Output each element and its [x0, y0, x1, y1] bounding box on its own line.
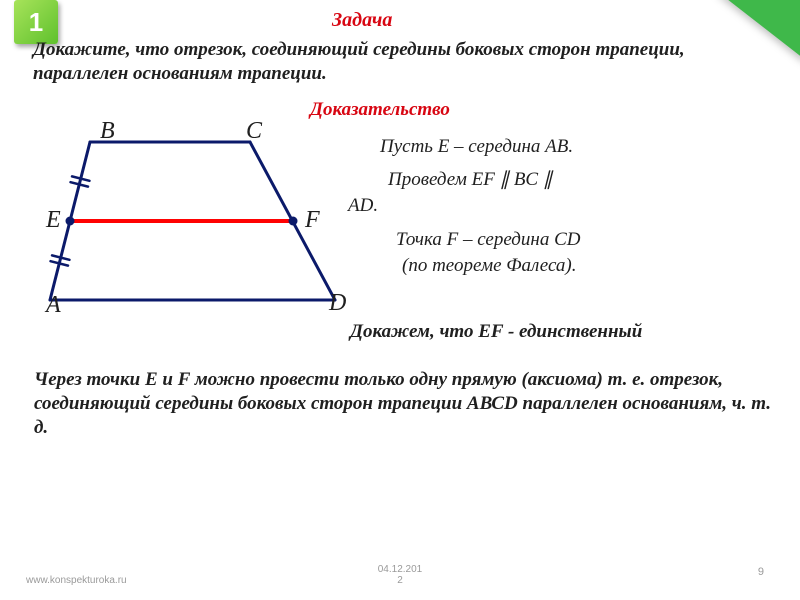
title: Задача	[332, 8, 392, 33]
label-E: E	[46, 207, 61, 234]
proof-line-2: Проведем ЕF ∥ BC ∥	[388, 168, 552, 192]
problem-number: 1	[29, 7, 43, 38]
proof-line-4: Точка F – середина СD	[396, 228, 580, 252]
proof-heading: Доказательство	[310, 98, 450, 122]
footer-date-1: 04.12.201	[378, 564, 423, 575]
label-D: D	[329, 290, 346, 317]
label-F: F	[305, 207, 320, 234]
trapezoid-diagram: A B C D E F	[30, 120, 360, 330]
footer-date-2: 2	[397, 575, 403, 586]
proof-line-1: Пусть Е – середина АВ.	[380, 135, 573, 159]
footer-site: www.konspekturoka.ru	[26, 575, 127, 586]
label-B: B	[100, 118, 115, 145]
proof-line-6: Докажем, что EF - единственный	[350, 320, 642, 344]
proof-line-5: (по теореме Фалеса).	[402, 254, 577, 278]
footer-page: 9	[758, 566, 764, 578]
problem-statement: Докажите, что отрезок, соединяющий серед…	[33, 38, 773, 86]
label-C: C	[246, 118, 262, 145]
conclusion-paragraph: Через точки Е и F можно провести только …	[34, 368, 774, 439]
footer-date: 04.12.201 2	[378, 564, 423, 586]
label-A: A	[46, 292, 61, 319]
